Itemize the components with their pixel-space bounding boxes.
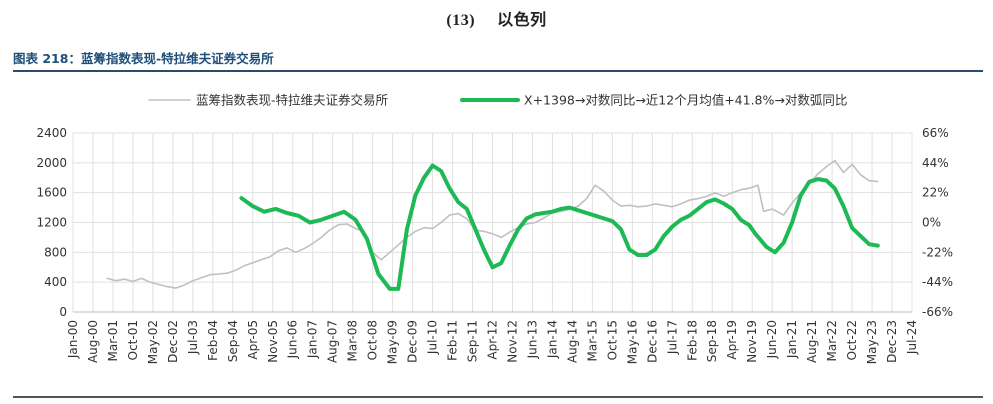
x-tick-label: Dec-16 bbox=[645, 320, 659, 363]
x-tick-label: Oct-01 bbox=[126, 320, 140, 360]
x-tick-label: May-23 bbox=[865, 320, 879, 364]
x-tick-label: Aug-21 bbox=[805, 320, 819, 363]
x-tick-label: Jul-03 bbox=[186, 320, 200, 355]
legend: 蓝筹指数表现-特拉维夫证券交易所 X+1398→对数同比→近12个月均值+41.8… bbox=[148, 93, 847, 108]
y-right-tick-label: 22% bbox=[922, 186, 949, 200]
series-line-log-arc-yoy bbox=[239, 163, 880, 291]
x-tick-label: Jun-20 bbox=[765, 320, 779, 359]
x-tick-label: Feb-18 bbox=[685, 320, 699, 361]
x-tick-label: Oct-22 bbox=[845, 320, 859, 360]
x-tick-label: Aug-07 bbox=[326, 320, 340, 363]
x-tick-label: Dec-09 bbox=[406, 320, 420, 363]
x-tick-label: Jul-24 bbox=[905, 320, 919, 355]
y-right-tick-label: -66% bbox=[922, 305, 953, 319]
x-tick-label: Sep-18 bbox=[705, 320, 719, 362]
x-tick-label: Jun-06 bbox=[286, 320, 300, 359]
x-tick-label: Oct-08 bbox=[366, 320, 380, 360]
x-tick-label: Jan-07 bbox=[306, 320, 320, 359]
y-left-tick-label: 1200 bbox=[36, 216, 67, 230]
x-tick-label: Apr-19 bbox=[725, 320, 739, 360]
x-tick-label: Apr-12 bbox=[486, 320, 500, 360]
x-tick-label: May-02 bbox=[146, 320, 160, 364]
x-tick-label: Oct-15 bbox=[605, 320, 619, 360]
title-rule bbox=[13, 70, 983, 72]
y-left-tick-label: 400 bbox=[44, 275, 67, 289]
x-tick-label: Sep-11 bbox=[466, 320, 480, 362]
section-name: 以色列 bbox=[497, 10, 547, 29]
x-tick-label: Jul-10 bbox=[426, 320, 440, 355]
x-tick-label: Dec-23 bbox=[885, 320, 899, 363]
y-right-tick-label: 44% bbox=[922, 156, 949, 170]
x-tick-label: Apr-05 bbox=[246, 320, 260, 360]
legend-label: X+1398→对数同比→近12个月均值+41.8%→对数弧同比 bbox=[524, 93, 847, 108]
x-tick-label: Jan-21 bbox=[785, 320, 799, 359]
x-tick-label: Sep-04 bbox=[226, 320, 240, 362]
x-tick-label: Feb-04 bbox=[206, 320, 220, 361]
y-left-tick-label: 800 bbox=[44, 245, 67, 259]
x-tick-label: Jan-00 bbox=[66, 320, 80, 359]
x-tick-label: Aug-14 bbox=[565, 320, 579, 363]
x-tick-label: Nov-19 bbox=[745, 320, 759, 363]
x-tick-label: Nov-12 bbox=[505, 320, 519, 363]
section-number: (13) bbox=[446, 12, 476, 29]
x-tick-label: May-16 bbox=[625, 320, 639, 364]
x-tick-label: Mar-15 bbox=[585, 320, 599, 361]
x-tick-label: Jul-17 bbox=[665, 320, 679, 355]
y-right-tick-label: -44% bbox=[922, 275, 953, 289]
x-tick-label: Jan-14 bbox=[545, 320, 559, 359]
section-title: (13) 以色列 bbox=[0, 6, 993, 30]
x-tick-label: Aug-00 bbox=[86, 320, 100, 363]
x-tick-label: Mar-08 bbox=[346, 320, 360, 361]
x-tick-label: Mar-01 bbox=[106, 320, 120, 361]
y-left-tick-label: 1600 bbox=[36, 186, 67, 200]
x-tick-label: Jun-13 bbox=[525, 320, 539, 359]
legend-label: 蓝筹指数表现-特拉维夫证券交易所 bbox=[196, 93, 388, 108]
y-right-tick-label: 0% bbox=[922, 216, 941, 230]
y-right-tick-label: -22% bbox=[922, 245, 953, 259]
x-tick-label: Nov-05 bbox=[266, 320, 280, 363]
gridlines bbox=[72, 132, 913, 313]
series-line-blue-chip-index bbox=[106, 159, 879, 289]
figure-title: 图表 218：蓝筹指数表现-特拉维夫证券交易所 bbox=[13, 51, 274, 66]
x-tick-label: May-09 bbox=[386, 320, 400, 364]
x-tick-label: Feb-11 bbox=[446, 320, 460, 361]
bottom-rule bbox=[13, 396, 983, 398]
y-left-tick-label: 2000 bbox=[36, 156, 67, 170]
x-tick-label: Dec-02 bbox=[166, 320, 180, 363]
y-left-tick-label: 0 bbox=[59, 305, 67, 319]
x-tick-label: Mar-22 bbox=[825, 320, 839, 361]
y-left-tick-label: 2400 bbox=[36, 126, 67, 140]
y-right-tick-label: 66% bbox=[922, 126, 949, 140]
